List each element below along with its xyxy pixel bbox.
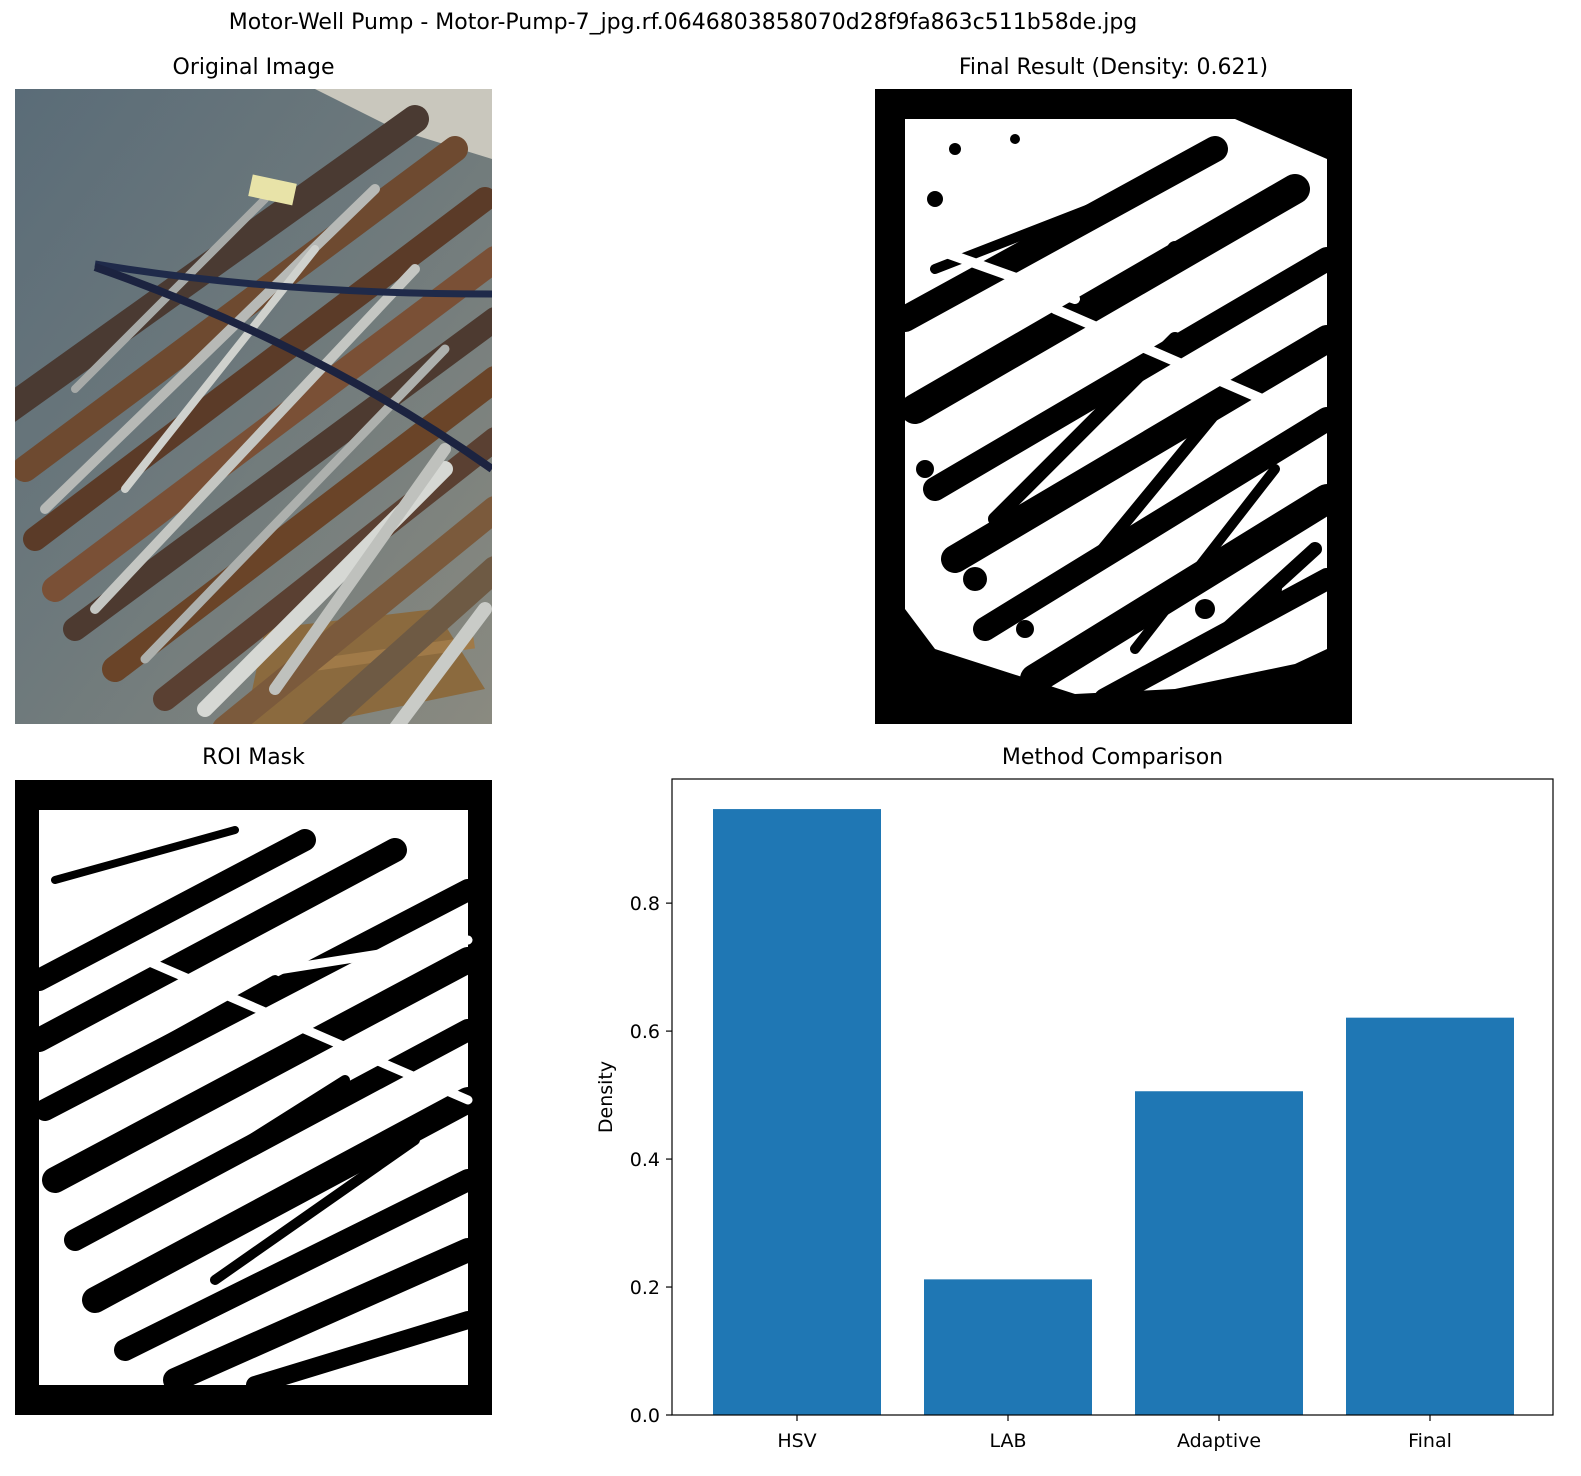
x-tick-label: Adaptive — [1177, 1430, 1261, 1452]
x-tick-label: Final — [1408, 1430, 1452, 1452]
figure-title: Motor-Well Pump - Motor-Pump-7_jpg.rf.06… — [228, 10, 1138, 35]
x-tick-label: LAB — [989, 1430, 1026, 1452]
final-result-mask — [875, 89, 1352, 724]
comparison-title: Method Comparison — [1001, 745, 1224, 770]
bar-lab — [924, 1279, 1092, 1415]
original-image — [15, 89, 492, 724]
x-tick-label: HSV — [777, 1430, 816, 1452]
method-comparison-chart: 0.0 0.2 0.4 0.6 0.8 HSV LAB Adaptive Final Dens… — [595, 778, 1554, 1452]
y-tick-label: 0.4 — [630, 1149, 660, 1171]
final-result-title: Final Result (Density: 0.621) — [958, 55, 1269, 80]
y-tick-label: 0.8 — [630, 893, 660, 915]
y-axis-label: Density — [595, 1061, 617, 1133]
roi-mask-title: ROI Mask — [202, 745, 305, 770]
roi-mask — [15, 780, 492, 1415]
bar-hsv — [713, 809, 881, 1415]
bar-adaptive — [1135, 1091, 1303, 1415]
y-tick-label: 0.6 — [630, 1021, 660, 1043]
plot-frame — [671, 778, 1554, 1416]
y-tick-label: 0.0 — [630, 1405, 660, 1427]
y-tick-label: 0.2 — [630, 1277, 660, 1299]
bar-final — [1346, 1017, 1514, 1415]
original-image-title: Original Image — [172, 55, 335, 80]
